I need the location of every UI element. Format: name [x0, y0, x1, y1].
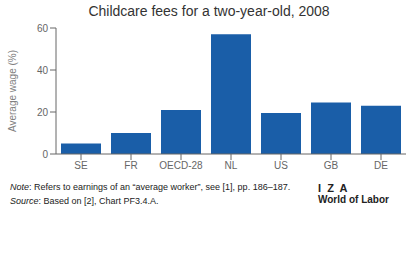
html-text:Source: Based on [2], Chart PF: Source: Based on [2], Chart PF3.4.A. — [10, 196, 159, 206]
svg-text:Average wage (%): Average wage (%) — [8, 50, 18, 132]
html-text:Note: Refers to earnings of an: Note: Refers to earnings of an “average … — [10, 182, 291, 192]
html-text:Childcare fees for a two-year-: Childcare fees for a two-year-old, 2008 — [88, 3, 330, 19]
svg-text:20: 20 — [37, 107, 49, 118]
html-text:I Z A: I Z A — [318, 182, 348, 194]
svg-text:60: 60 — [37, 23, 49, 34]
svg-text:FR: FR — [124, 160, 137, 171]
svg-text:NL: NL — [225, 160, 238, 171]
svg-text:GB: GB — [324, 160, 339, 171]
svg-text:SE: SE — [74, 160, 88, 171]
html-text:World of Labor: World of Labor — [318, 194, 389, 205]
svg-text:OECD-28: OECD-28 — [159, 160, 203, 171]
svg-text:US: US — [274, 160, 288, 171]
svg-text:DE: DE — [374, 160, 388, 171]
svg-text:0: 0 — [42, 149, 48, 160]
svg-text:40: 40 — [37, 65, 49, 76]
